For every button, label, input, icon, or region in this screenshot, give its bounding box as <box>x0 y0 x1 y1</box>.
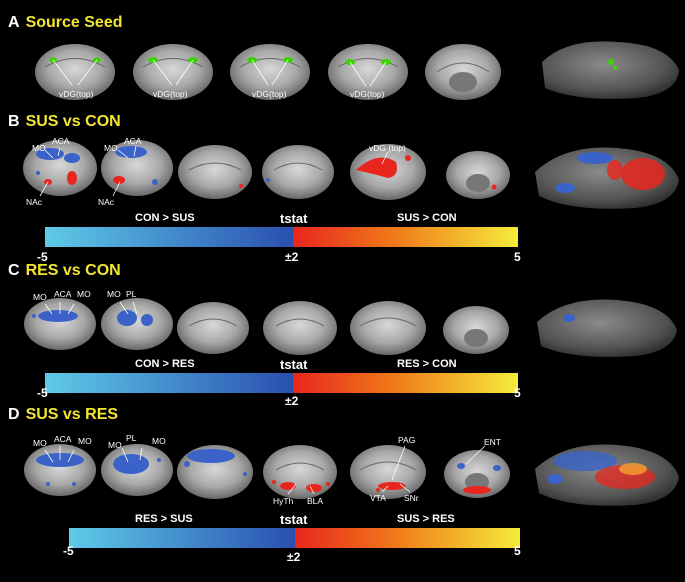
label-mo: MO <box>107 289 121 299</box>
panel-title: SUS vs RES <box>25 406 119 423</box>
label-vdg: vDG(top) <box>252 89 287 99</box>
panel-title: SUS vs CON <box>25 113 121 130</box>
colorbar-max: 5 <box>514 386 521 400</box>
label-vdg: vDG(top) <box>350 89 385 99</box>
colorbar-center-text: tstat <box>280 512 308 527</box>
label-vdg: vDG(top) <box>59 89 94 99</box>
colorbar-mid: ±2 <box>285 250 299 264</box>
label-ent: ENT <box>484 437 501 447</box>
label-mo: MO <box>33 438 47 448</box>
label-aca: ACA <box>52 136 70 146</box>
label-mo: MO <box>108 440 122 450</box>
label-aca: ACA <box>124 136 142 146</box>
label-pl: PL <box>126 289 137 299</box>
label-aca: ACA <box>54 289 72 299</box>
panel-b-label: B SUS vs CON <box>8 113 121 131</box>
panel-title: Source Seed <box>25 14 123 31</box>
panel-a-label: A Source Seed <box>8 14 123 32</box>
colorbar-center-text: tstat <box>280 211 308 226</box>
label-nac: NAc <box>26 197 43 207</box>
panel-a-slices <box>35 41 679 100</box>
label-vdg: vDG (top) <box>369 143 406 153</box>
label-pag: PAG <box>398 435 416 445</box>
label-bla: BLA <box>307 496 324 506</box>
colorbar-center-text: tstat <box>280 357 308 372</box>
label-mo: MO <box>104 143 118 153</box>
colorbar-max: 5 <box>514 250 521 264</box>
colorbar-mid: ±2 <box>285 394 299 408</box>
label-pl: PL <box>126 433 137 443</box>
colorbar-positive <box>293 373 518 393</box>
colorbar-positive <box>295 528 520 548</box>
panel-letter: C <box>8 262 20 279</box>
panel-letter: B <box>8 113 20 130</box>
colorbar-negative <box>69 528 295 548</box>
colorbar-right-text: SUS > RES <box>397 513 455 525</box>
colorbar-max: 5 <box>514 544 521 558</box>
panel-letter: D <box>8 406 20 423</box>
colorbar-mid: ±2 <box>287 550 301 564</box>
colorbar-negative <box>45 227 293 247</box>
colorbar-negative <box>45 373 293 393</box>
label-nac: NAc <box>98 197 115 207</box>
panel-d-slices <box>24 444 679 506</box>
colorbar-min: -5 <box>37 386 48 400</box>
label-aca: ACA <box>54 434 72 444</box>
panel-d-label: D SUS vs RES <box>8 406 118 424</box>
colorbar-right-text: SUS > CON <box>397 212 457 224</box>
colorbar-positive <box>293 227 518 247</box>
label-mo: MO <box>77 289 91 299</box>
label-mo: MO <box>78 436 92 446</box>
label-mo: MO <box>32 143 46 153</box>
colorbar-left-text: CON > RES <box>135 358 195 370</box>
label-mo: MO <box>33 292 47 302</box>
colorbar-min: -5 <box>37 250 48 264</box>
label-vdg: vDG(top) <box>153 89 188 99</box>
label-snr: SNr <box>404 493 419 503</box>
colorbar-left-text: RES > SUS <box>135 513 193 525</box>
colorbar-right-text: RES > CON <box>397 358 457 370</box>
panel-c-label: C RES vs CON <box>8 262 121 280</box>
panel-letter: A <box>8 14 20 31</box>
panel-c-slices <box>24 298 677 357</box>
colorbar-left-text: CON > SUS <box>135 212 195 224</box>
label-mo: MO <box>152 436 166 446</box>
colorbar-min: -5 <box>63 544 74 558</box>
label-vta: VTA <box>370 493 386 503</box>
panel-title: RES vs CON <box>25 262 121 279</box>
label-hyth: HyTh <box>273 496 294 506</box>
panel-b-slices <box>23 140 679 209</box>
